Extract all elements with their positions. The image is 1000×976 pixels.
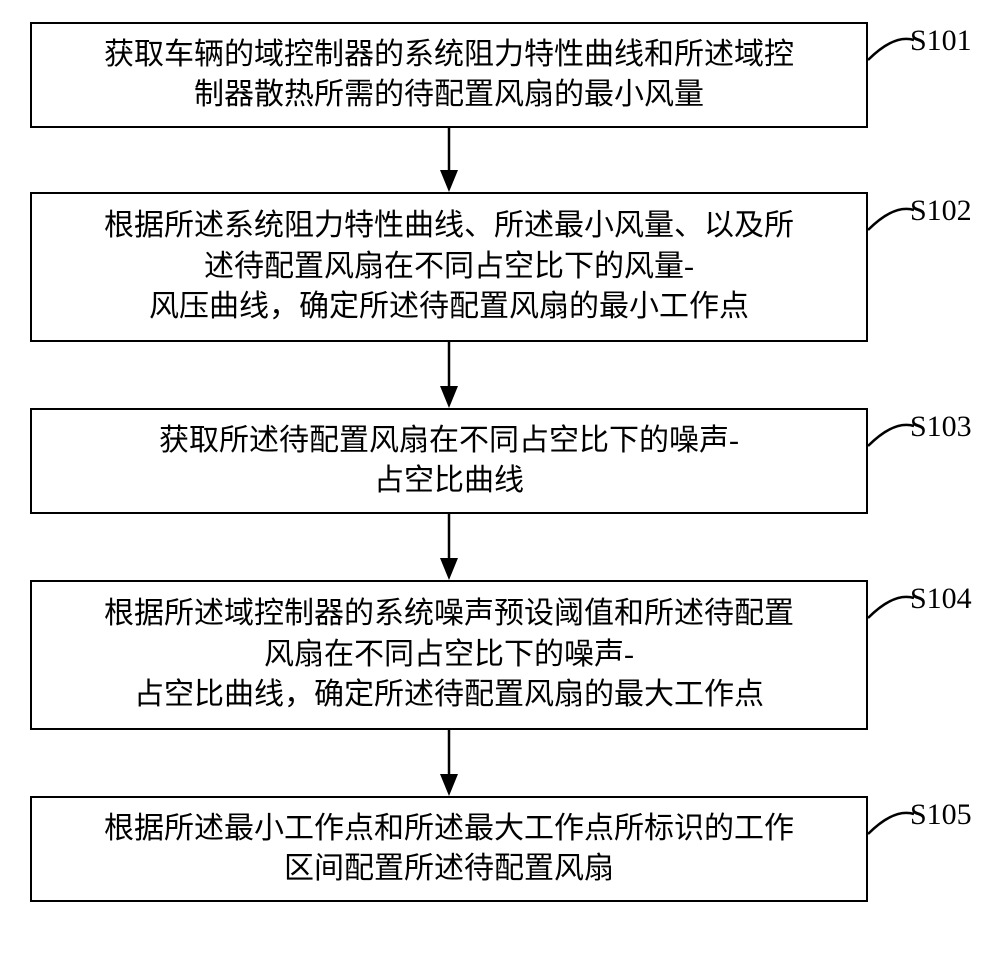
flow-step-text: 获取车辆的域控制器的系统阻力特性曲线和所述域控 制器散热所需的待配置风扇的最小风… bbox=[104, 35, 794, 116]
flow-step-s105: 根据所述最小工作点和所述最大工作点所标识的工作 区间配置所述待配置风扇 bbox=[30, 796, 868, 902]
flow-step-label-s101: S101 bbox=[910, 24, 972, 58]
flow-step-text: 获取所述待配置风扇在不同占空比下的噪声- 占空比曲线 bbox=[159, 421, 739, 502]
flow-step-s102: 根据所述系统阻力特性曲线、所述最小风量、以及所 述待配置风扇在不同占空比下的风量… bbox=[30, 192, 868, 342]
flow-step-label-s104: S104 bbox=[910, 582, 972, 616]
flow-step-label-s105: S105 bbox=[910, 798, 972, 832]
flow-step-text: 根据所述最小工作点和所述最大工作点所标识的工作 区间配置所述待配置风扇 bbox=[104, 809, 794, 890]
flow-step-label-s102: S102 bbox=[910, 194, 972, 228]
flow-step-text: 根据所述域控制器的系统噪声预设阈值和所述待配置 风扇在不同占空比下的噪声- 占空… bbox=[104, 594, 794, 716]
flow-step-text: 根据所述系统阻力特性曲线、所述最小风量、以及所 述待配置风扇在不同占空比下的风量… bbox=[104, 206, 794, 328]
flow-step-s103: 获取所述待配置风扇在不同占空比下的噪声- 占空比曲线 bbox=[30, 408, 868, 514]
flow-step-s101: 获取车辆的域控制器的系统阻力特性曲线和所述域控 制器散热所需的待配置风扇的最小风… bbox=[30, 22, 868, 128]
flow-step-s104: 根据所述域控制器的系统噪声预设阈值和所述待配置 风扇在不同占空比下的噪声- 占空… bbox=[30, 580, 868, 730]
flow-step-label-s103: S103 bbox=[910, 410, 972, 444]
